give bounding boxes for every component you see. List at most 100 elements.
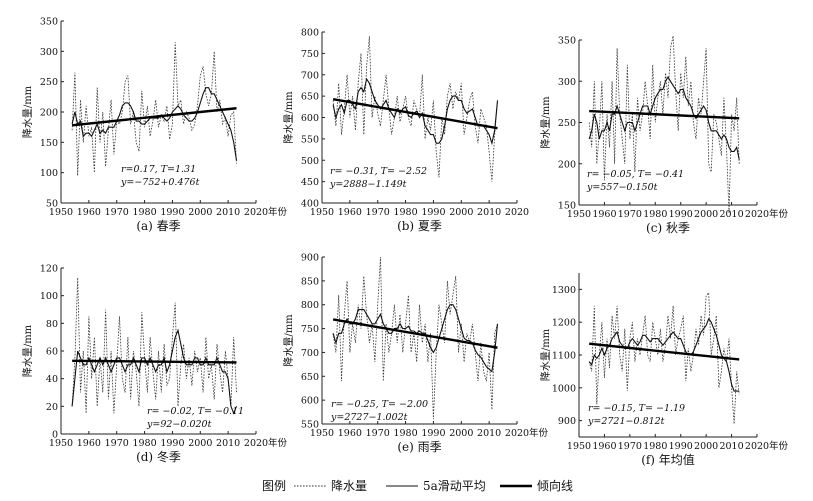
y-tick-label: 200 [40, 108, 58, 119]
x-tick-label: 2020 [505, 428, 529, 439]
stats-equation: y=92−0.020t [146, 419, 212, 430]
y-tick-label: 1100 [552, 351, 576, 362]
y-tick-label: 250 [558, 118, 576, 129]
x-tick-label: 1950 [49, 438, 73, 449]
panel-caption: (e) 雨季 [397, 440, 441, 454]
y-tick-label: 900 [301, 253, 319, 264]
x-tick-label: 2010 [719, 209, 743, 220]
x-tick-label: 1990 [421, 428, 445, 439]
stats-r-t: r= −0.31, T= −2.52 [330, 166, 427, 177]
x-tick-label: 2010 [216, 207, 240, 218]
series-line-precip [588, 291, 740, 424]
x-tick-label: 1980 [132, 207, 156, 218]
x-tick-label: 1980 [643, 209, 667, 220]
panel-caption: (f) 年均值 [641, 452, 695, 467]
panel-caption: (d) 冬季 [136, 449, 181, 464]
panel-caption: (c) 秋季 [646, 221, 690, 235]
x-tick-label: 1950 [567, 441, 591, 452]
series-line-moving-avg [332, 77, 499, 146]
x-tick-label: 2010 [216, 438, 240, 449]
trend-line [589, 109, 740, 120]
y-axis-label: 降水量/mm [21, 85, 34, 138]
y-tick-label: 100 [40, 168, 58, 179]
x-tick-label: 1980 [393, 428, 417, 439]
panel-caption: (b) 夏季 [397, 219, 442, 233]
y-tick-label: 300 [558, 77, 576, 88]
y-tick-label: 550 [301, 420, 319, 431]
y-tick-label: 1000 [552, 383, 576, 394]
y-axis-label: 降水量/mm [282, 314, 295, 367]
x-tick-label: 1960 [338, 428, 362, 439]
x-tick-label: 1970 [366, 428, 390, 439]
y-tick-label: 60 [46, 347, 58, 358]
stats-r-t: r= −0.25, T= −2.00 [331, 399, 428, 410]
legend-label-precip: 降水量 [331, 479, 367, 493]
y-tick-label: 200 [558, 159, 576, 170]
y-tick-label: 600 [301, 396, 319, 407]
y-tick-label: 850 [301, 276, 319, 287]
x-tick-label: 2000 [449, 428, 473, 439]
y-tick-label: 80 [46, 319, 58, 330]
chart-panel-4: 0 20 40 60 80 100 120 1950 1960 1970 1980 1990 2000 2… [21, 264, 288, 465]
x-tick-label: 2000 [449, 207, 473, 218]
series-line-moving-avg [588, 76, 740, 160]
x-tick-label: 1970 [366, 207, 390, 218]
y-tick-label: 700 [301, 70, 319, 81]
x-tick-label: 1980 [132, 438, 156, 449]
y-tick-label: 150 [40, 138, 58, 149]
y-tick-label: 300 [40, 47, 58, 58]
x-tick-label: 1990 [669, 209, 693, 220]
series-line-precip [332, 256, 498, 420]
trend-line [332, 97, 498, 130]
x-axis-label: 年份 [769, 208, 789, 220]
y-tick-label: 700 [301, 348, 319, 359]
stats-r-t: r=0.17, T=1.31 [121, 164, 196, 175]
trend-line [332, 318, 498, 349]
stats-equation: y=2727−1.002t [330, 412, 408, 423]
stats-equation: y=557−0.150t [586, 182, 658, 193]
series-line-precip [71, 277, 237, 414]
series-line-precip [332, 36, 498, 182]
x-axis-label: 年份 [529, 427, 549, 439]
x-tick-label: 1990 [421, 207, 445, 218]
x-tick-label: 2010 [477, 428, 501, 439]
legend: 图例 降水量 5a滑动平均 倾向线 [262, 478, 573, 493]
x-tick-label: 2010 [719, 441, 743, 452]
y-tick-label: 50 [46, 199, 58, 210]
series-line-precip [71, 42, 237, 176]
y-axis-label: 降水量/mm [282, 91, 295, 144]
x-tick-label: 1950 [310, 428, 334, 439]
x-tick-label: 1970 [618, 209, 642, 220]
y-tick-label: 600 [301, 113, 319, 124]
x-tick-label: 2010 [477, 207, 501, 218]
y-tick-label: 100 [40, 291, 58, 302]
y-tick-label: 650 [301, 92, 319, 103]
y-tick-label: 400 [301, 199, 319, 210]
x-tick-label: 2000 [694, 209, 718, 220]
stats-r-t: r= −0.15, T= −1.19 [588, 403, 685, 414]
x-tick-label: 1960 [592, 441, 616, 452]
x-tick-label: 1960 [77, 207, 101, 218]
stats-equation: y=2721−0.812t [587, 416, 665, 427]
y-tick-label: 900 [558, 416, 576, 427]
x-tick-label: 2020 [244, 207, 268, 218]
y-tick-label: 350 [558, 36, 576, 47]
legend-title: 图例 [262, 479, 286, 493]
panel-caption: (a) 春季 [136, 219, 180, 233]
x-tick-label: 1950 [310, 207, 334, 218]
y-tick-label: 450 [301, 177, 319, 188]
y-tick-label: 750 [301, 49, 319, 60]
y-tick-label: 0 [52, 430, 58, 441]
stats-equation: y=−752+0.476t [120, 177, 200, 188]
chart-panel-1: 50 100 150 200 250 300 350 1950 1960 1970 1980 1990… [21, 17, 288, 234]
chart-panel-5: 550 600 650 700 750 800 850 900 1950 1960 1970 1980… [282, 253, 549, 455]
x-tick-label: 1950 [567, 209, 591, 220]
y-tick-label: 1200 [552, 318, 576, 329]
series-line-moving-avg [71, 328, 238, 415]
trend-line [72, 359, 237, 364]
y-tick-label: 250 [40, 77, 58, 88]
x-tick-label: 2000 [188, 438, 212, 449]
